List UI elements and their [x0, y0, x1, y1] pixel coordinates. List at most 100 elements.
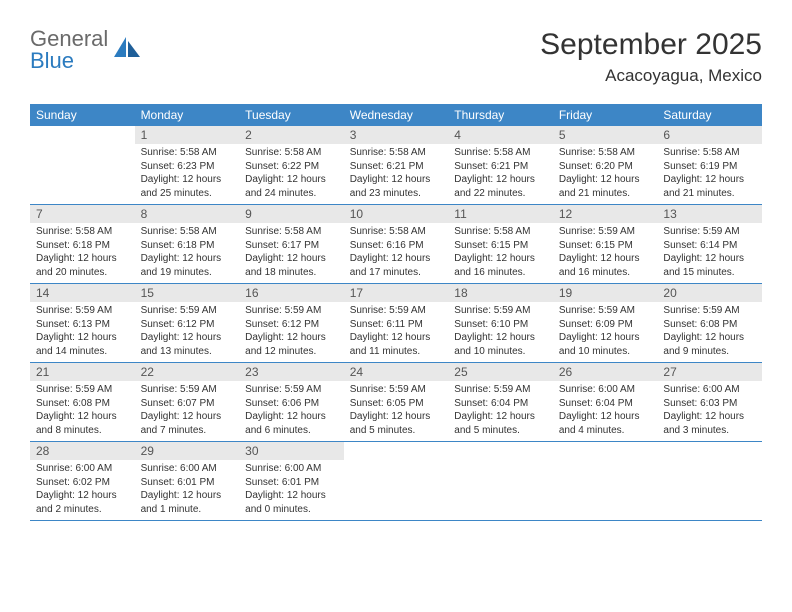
- day-number: 10: [344, 205, 449, 223]
- day-cell: 19Sunrise: 5:59 AMSunset: 6:09 PMDayligh…: [553, 284, 658, 362]
- day-cell: 3Sunrise: 5:58 AMSunset: 6:21 PMDaylight…: [344, 126, 449, 204]
- daylight-text: Daylight: 12 hours and 0 minutes.: [245, 489, 338, 516]
- day-cell: 15Sunrise: 5:59 AMSunset: 6:12 PMDayligh…: [135, 284, 240, 362]
- daylight-text: Daylight: 12 hours and 4 minutes.: [559, 410, 652, 437]
- day-details: Sunrise: 5:59 AMSunset: 6:11 PMDaylight:…: [344, 302, 449, 362]
- day-details: Sunrise: 5:58 AMSunset: 6:19 PMDaylight:…: [657, 144, 762, 204]
- day-cell: 5Sunrise: 5:58 AMSunset: 6:20 PMDaylight…: [553, 126, 658, 204]
- weekday-header: Tuesday: [239, 104, 344, 126]
- empty-day-cell: [657, 442, 762, 520]
- day-number: 5: [553, 126, 658, 144]
- day-cell: 2Sunrise: 5:58 AMSunset: 6:22 PMDaylight…: [239, 126, 344, 204]
- day-number: 26: [553, 363, 658, 381]
- day-number: 29: [135, 442, 240, 460]
- sunrise-text: Sunrise: 6:00 AM: [36, 462, 129, 476]
- week-row: 28Sunrise: 6:00 AMSunset: 6:02 PMDayligh…: [30, 442, 762, 521]
- day-number: 3: [344, 126, 449, 144]
- day-number: 11: [448, 205, 553, 223]
- sunrise-text: Sunrise: 6:00 AM: [663, 383, 756, 397]
- weekday-header: Monday: [135, 104, 240, 126]
- sunset-text: Sunset: 6:11 PM: [350, 318, 443, 332]
- day-number: 4: [448, 126, 553, 144]
- daylight-text: Daylight: 12 hours and 16 minutes.: [559, 252, 652, 279]
- daylight-text: Daylight: 12 hours and 16 minutes.: [454, 252, 547, 279]
- location-label: Acacoyagua, Mexico: [540, 66, 762, 86]
- day-details: Sunrise: 5:59 AMSunset: 6:14 PMDaylight:…: [657, 223, 762, 283]
- daylight-text: Daylight: 12 hours and 6 minutes.: [245, 410, 338, 437]
- sunrise-text: Sunrise: 5:58 AM: [141, 225, 234, 239]
- sunset-text: Sunset: 6:21 PM: [454, 160, 547, 174]
- day-cell: 9Sunrise: 5:58 AMSunset: 6:17 PMDaylight…: [239, 205, 344, 283]
- sunrise-text: Sunrise: 5:58 AM: [454, 225, 547, 239]
- weeks-container: 1Sunrise: 5:58 AMSunset: 6:23 PMDaylight…: [30, 126, 762, 521]
- day-details: Sunrise: 5:59 AMSunset: 6:12 PMDaylight:…: [135, 302, 240, 362]
- day-number: 22: [135, 363, 240, 381]
- daylight-text: Daylight: 12 hours and 2 minutes.: [36, 489, 129, 516]
- daylight-text: Daylight: 12 hours and 5 minutes.: [350, 410, 443, 437]
- day-cell: 30Sunrise: 6:00 AMSunset: 6:01 PMDayligh…: [239, 442, 344, 520]
- daylight-text: Daylight: 12 hours and 25 minutes.: [141, 173, 234, 200]
- daylight-text: Daylight: 12 hours and 15 minutes.: [663, 252, 756, 279]
- sunset-text: Sunset: 6:15 PM: [559, 239, 652, 253]
- sunset-text: Sunset: 6:06 PM: [245, 397, 338, 411]
- weekday-header: Thursday: [448, 104, 553, 126]
- sunrise-text: Sunrise: 5:58 AM: [350, 225, 443, 239]
- sunrise-text: Sunrise: 5:59 AM: [36, 304, 129, 318]
- day-cell: 23Sunrise: 5:59 AMSunset: 6:06 PMDayligh…: [239, 363, 344, 441]
- day-details: Sunrise: 5:58 AMSunset: 6:15 PMDaylight:…: [448, 223, 553, 283]
- day-number: 12: [553, 205, 658, 223]
- day-number: 9: [239, 205, 344, 223]
- daylight-text: Daylight: 12 hours and 18 minutes.: [245, 252, 338, 279]
- day-cell: 7Sunrise: 5:58 AMSunset: 6:18 PMDaylight…: [30, 205, 135, 283]
- day-details: Sunrise: 5:58 AMSunset: 6:21 PMDaylight:…: [448, 144, 553, 204]
- day-details: Sunrise: 5:59 AMSunset: 6:08 PMDaylight:…: [657, 302, 762, 362]
- sunset-text: Sunset: 6:15 PM: [454, 239, 547, 253]
- sunset-text: Sunset: 6:03 PM: [663, 397, 756, 411]
- sunrise-text: Sunrise: 6:00 AM: [141, 462, 234, 476]
- day-details: Sunrise: 5:58 AMSunset: 6:21 PMDaylight:…: [344, 144, 449, 204]
- day-details: Sunrise: 5:58 AMSunset: 6:16 PMDaylight:…: [344, 223, 449, 283]
- day-number: 7: [30, 205, 135, 223]
- day-details: Sunrise: 5:58 AMSunset: 6:18 PMDaylight:…: [30, 223, 135, 283]
- day-cell: 17Sunrise: 5:59 AMSunset: 6:11 PMDayligh…: [344, 284, 449, 362]
- sunset-text: Sunset: 6:04 PM: [559, 397, 652, 411]
- day-number: 18: [448, 284, 553, 302]
- day-details: Sunrise: 5:59 AMSunset: 6:13 PMDaylight:…: [30, 302, 135, 362]
- day-number: 1: [135, 126, 240, 144]
- empty-day-cell: [30, 126, 135, 204]
- weekday-header: Sunday: [30, 104, 135, 126]
- weekday-header: Friday: [553, 104, 658, 126]
- day-cell: 20Sunrise: 5:59 AMSunset: 6:08 PMDayligh…: [657, 284, 762, 362]
- day-cell: 6Sunrise: 5:58 AMSunset: 6:19 PMDaylight…: [657, 126, 762, 204]
- sunrise-text: Sunrise: 5:59 AM: [559, 304, 652, 318]
- daylight-text: Daylight: 12 hours and 12 minutes.: [245, 331, 338, 358]
- sunset-text: Sunset: 6:17 PM: [245, 239, 338, 253]
- daylight-text: Daylight: 12 hours and 24 minutes.: [245, 173, 338, 200]
- daylight-text: Daylight: 12 hours and 21 minutes.: [663, 173, 756, 200]
- sunset-text: Sunset: 6:01 PM: [141, 476, 234, 490]
- day-cell: 8Sunrise: 5:58 AMSunset: 6:18 PMDaylight…: [135, 205, 240, 283]
- day-details: Sunrise: 5:59 AMSunset: 6:15 PMDaylight:…: [553, 223, 658, 283]
- sunrise-text: Sunrise: 5:58 AM: [663, 146, 756, 160]
- day-cell: 29Sunrise: 6:00 AMSunset: 6:01 PMDayligh…: [135, 442, 240, 520]
- sunrise-text: Sunrise: 5:58 AM: [350, 146, 443, 160]
- day-cell: 4Sunrise: 5:58 AMSunset: 6:21 PMDaylight…: [448, 126, 553, 204]
- empty-day-cell: [448, 442, 553, 520]
- sunset-text: Sunset: 6:20 PM: [559, 160, 652, 174]
- daylight-text: Daylight: 12 hours and 23 minutes.: [350, 173, 443, 200]
- day-cell: 26Sunrise: 6:00 AMSunset: 6:04 PMDayligh…: [553, 363, 658, 441]
- daylight-text: Daylight: 12 hours and 10 minutes.: [559, 331, 652, 358]
- day-details: Sunrise: 5:58 AMSunset: 6:18 PMDaylight:…: [135, 223, 240, 283]
- day-number: 15: [135, 284, 240, 302]
- title-block: September 2025 Acacoyagua, Mexico: [540, 28, 762, 86]
- brand-part2: Blue: [30, 48, 74, 73]
- sunset-text: Sunset: 6:12 PM: [245, 318, 338, 332]
- day-cell: 24Sunrise: 5:59 AMSunset: 6:05 PMDayligh…: [344, 363, 449, 441]
- week-row: 14Sunrise: 5:59 AMSunset: 6:13 PMDayligh…: [30, 284, 762, 363]
- day-details: Sunrise: 5:59 AMSunset: 6:07 PMDaylight:…: [135, 381, 240, 441]
- week-row: 1Sunrise: 5:58 AMSunset: 6:23 PMDaylight…: [30, 126, 762, 205]
- day-details: Sunrise: 6:00 AMSunset: 6:02 PMDaylight:…: [30, 460, 135, 520]
- day-number: 30: [239, 442, 344, 460]
- day-details: Sunrise: 6:00 AMSunset: 6:04 PMDaylight:…: [553, 381, 658, 441]
- sunrise-text: Sunrise: 5:58 AM: [141, 146, 234, 160]
